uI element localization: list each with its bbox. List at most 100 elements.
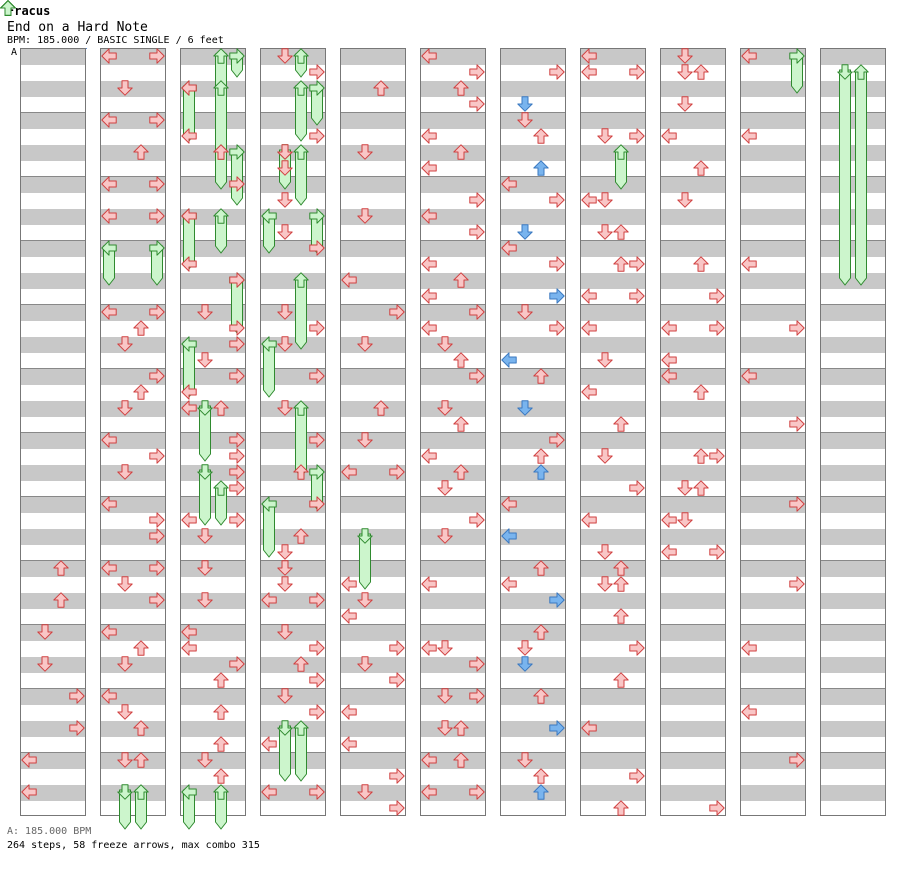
measure-line — [21, 752, 85, 753]
measure-line — [181, 240, 245, 241]
measure-line — [101, 176, 165, 177]
measure-line — [21, 560, 85, 561]
measure-line — [341, 112, 405, 113]
measure-column — [740, 48, 806, 816]
measure-line — [421, 304, 485, 305]
measure-line — [581, 432, 645, 433]
measure-line — [101, 752, 165, 753]
measure-line — [101, 560, 165, 561]
song-title: End on a Hard Note — [7, 20, 148, 35]
measure-line — [181, 560, 245, 561]
measure-line — [21, 432, 85, 433]
measure-column — [660, 48, 726, 816]
measure-line — [661, 176, 725, 177]
measure-line — [421, 176, 485, 177]
measure-line — [181, 112, 245, 113]
measure-line — [821, 496, 885, 497]
measure-line — [341, 560, 405, 561]
measure-line — [821, 368, 885, 369]
chart-info: BPM: 185.000 / BASIC SINGLE / 6 feet — [7, 35, 224, 46]
measure-line — [101, 304, 165, 305]
measure-line — [821, 624, 885, 625]
measure-line — [261, 176, 325, 177]
measure-column — [580, 48, 646, 816]
measure-line — [421, 368, 485, 369]
measure-line — [741, 304, 805, 305]
measure-line — [661, 688, 725, 689]
measure-line — [101, 688, 165, 689]
measure-line — [581, 624, 645, 625]
measure-line — [101, 496, 165, 497]
measure-line — [821, 688, 885, 689]
measure-line — [261, 496, 325, 497]
measure-line — [661, 240, 725, 241]
measure-line — [21, 688, 85, 689]
measure-line — [581, 112, 645, 113]
measure-line — [341, 752, 405, 753]
measure-line — [581, 240, 645, 241]
measure-line — [261, 624, 325, 625]
measure-line — [501, 752, 565, 753]
measure-column — [260, 48, 326, 816]
measure-line — [21, 240, 85, 241]
measure-line — [581, 688, 645, 689]
measure-line — [501, 432, 565, 433]
measure-line — [101, 368, 165, 369]
measure-line — [661, 304, 725, 305]
measure-line — [181, 688, 245, 689]
measure-line — [261, 432, 325, 433]
measure-line — [341, 432, 405, 433]
measure-line — [581, 752, 645, 753]
measure-line — [181, 304, 245, 305]
artist-name: Fracus — [7, 4, 51, 18]
measure-line — [581, 368, 645, 369]
measure-line — [261, 240, 325, 241]
measure-line — [181, 752, 245, 753]
measure-line — [21, 368, 85, 369]
measure-line — [741, 432, 805, 433]
measure-line — [21, 176, 85, 177]
measure-line — [501, 560, 565, 561]
measure-line — [181, 176, 245, 177]
measure-line — [741, 624, 805, 625]
measure-line — [261, 304, 325, 305]
measure-line — [581, 176, 645, 177]
measure-column — [340, 48, 406, 816]
measure-line — [421, 624, 485, 625]
measure-line — [341, 368, 405, 369]
measure-line — [101, 432, 165, 433]
measure-line — [261, 688, 325, 689]
measure-line — [741, 688, 805, 689]
measure-line — [661, 496, 725, 497]
measure-line — [501, 496, 565, 497]
measure-line — [421, 688, 485, 689]
measure-line — [581, 304, 645, 305]
measure-line — [741, 496, 805, 497]
measure-line — [21, 304, 85, 305]
measure-line — [21, 624, 85, 625]
measure-line — [741, 176, 805, 177]
measure-line — [421, 432, 485, 433]
measure-line — [421, 496, 485, 497]
measure-line — [581, 560, 645, 561]
measure-line — [821, 432, 885, 433]
measure-line — [821, 112, 885, 113]
measure-line — [341, 304, 405, 305]
measure-column — [180, 48, 246, 816]
measure-line — [21, 496, 85, 497]
measure-line — [421, 560, 485, 561]
measure-line — [821, 560, 885, 561]
measure-line — [661, 624, 725, 625]
measure-column — [420, 48, 486, 816]
measure-line — [741, 560, 805, 561]
measure-line — [661, 752, 725, 753]
measure-line — [501, 368, 565, 369]
chart-stats: 264 steps, 58 freeze arrows, max combo 3… — [7, 840, 260, 851]
measure-line — [661, 368, 725, 369]
measure-column — [500, 48, 566, 816]
measure-line — [101, 624, 165, 625]
measure-line — [181, 368, 245, 369]
measure-line — [821, 752, 885, 753]
measure-line — [341, 176, 405, 177]
measure-line — [501, 176, 565, 177]
